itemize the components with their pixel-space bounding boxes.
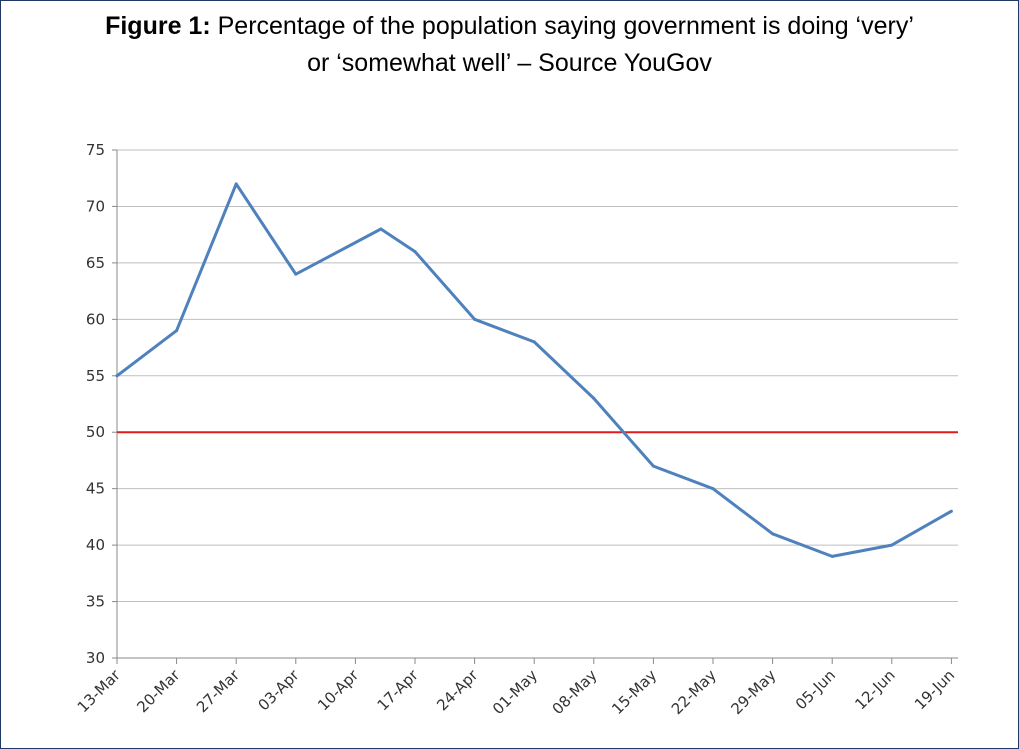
- y-tick-label: 65: [86, 254, 105, 272]
- data-point: [830, 554, 834, 558]
- data-point: [413, 250, 417, 254]
- x-tick-label: 22-May: [668, 666, 720, 718]
- x-tick-label: 15-May: [608, 666, 660, 718]
- x-tick-label: 20-Mar: [133, 666, 184, 717]
- data-point: [234, 182, 238, 186]
- x-tick-label: 08-May: [549, 666, 601, 718]
- data-point: [294, 272, 298, 276]
- data-point: [711, 487, 715, 491]
- y-tick-label: 40: [86, 536, 105, 554]
- y-tick-label: 55: [86, 367, 105, 385]
- y-tick-label: 70: [86, 197, 105, 215]
- y-tick-label: 50: [86, 423, 105, 441]
- x-tick-label: 27-Mar: [193, 666, 244, 717]
- x-tick-label: 19-Jun: [911, 666, 958, 713]
- caption-text-1: Percentage of the population saying gove…: [210, 12, 914, 40]
- y-tick-label: 45: [86, 480, 105, 498]
- x-tick-label: 12-Jun: [851, 666, 898, 713]
- figure-label: Figure 1:: [105, 12, 211, 40]
- caption-line-1: Figure 1: Percentage of the population s…: [0, 8, 1019, 45]
- data-point: [890, 543, 894, 547]
- data-point: [651, 464, 655, 468]
- figure-caption: Figure 1: Percentage of the population s…: [0, 8, 1019, 82]
- data-point: [949, 509, 953, 513]
- x-tick-label: 03-Apr: [254, 666, 303, 715]
- x-tick-label: 05-Jun: [792, 666, 839, 713]
- x-tick-label: 17-Apr: [374, 666, 423, 715]
- y-tick-label: 60: [86, 310, 105, 328]
- x-tick-label: 29-May: [727, 666, 779, 718]
- data-point: [115, 374, 119, 378]
- y-tick-label: 30: [86, 649, 105, 667]
- data-point: [473, 317, 477, 321]
- caption-line-2: or ‘somewhat well’ – Source YouGov: [307, 49, 712, 77]
- data-point: [592, 396, 596, 400]
- data-point: [771, 532, 775, 536]
- series-line: [116, 182, 953, 558]
- data-point: [532, 340, 536, 344]
- x-tick-label: 10-Apr: [314, 666, 363, 715]
- x-tick-label: 24-Apr: [433, 666, 482, 715]
- y-tick-label: 35: [86, 593, 105, 611]
- data-point: [379, 227, 383, 231]
- x-tick-label: 01-May: [489, 666, 541, 718]
- y-tick-label: 75: [86, 141, 105, 159]
- x-tick-label: 13-Mar: [74, 666, 125, 717]
- data-point: [175, 329, 179, 333]
